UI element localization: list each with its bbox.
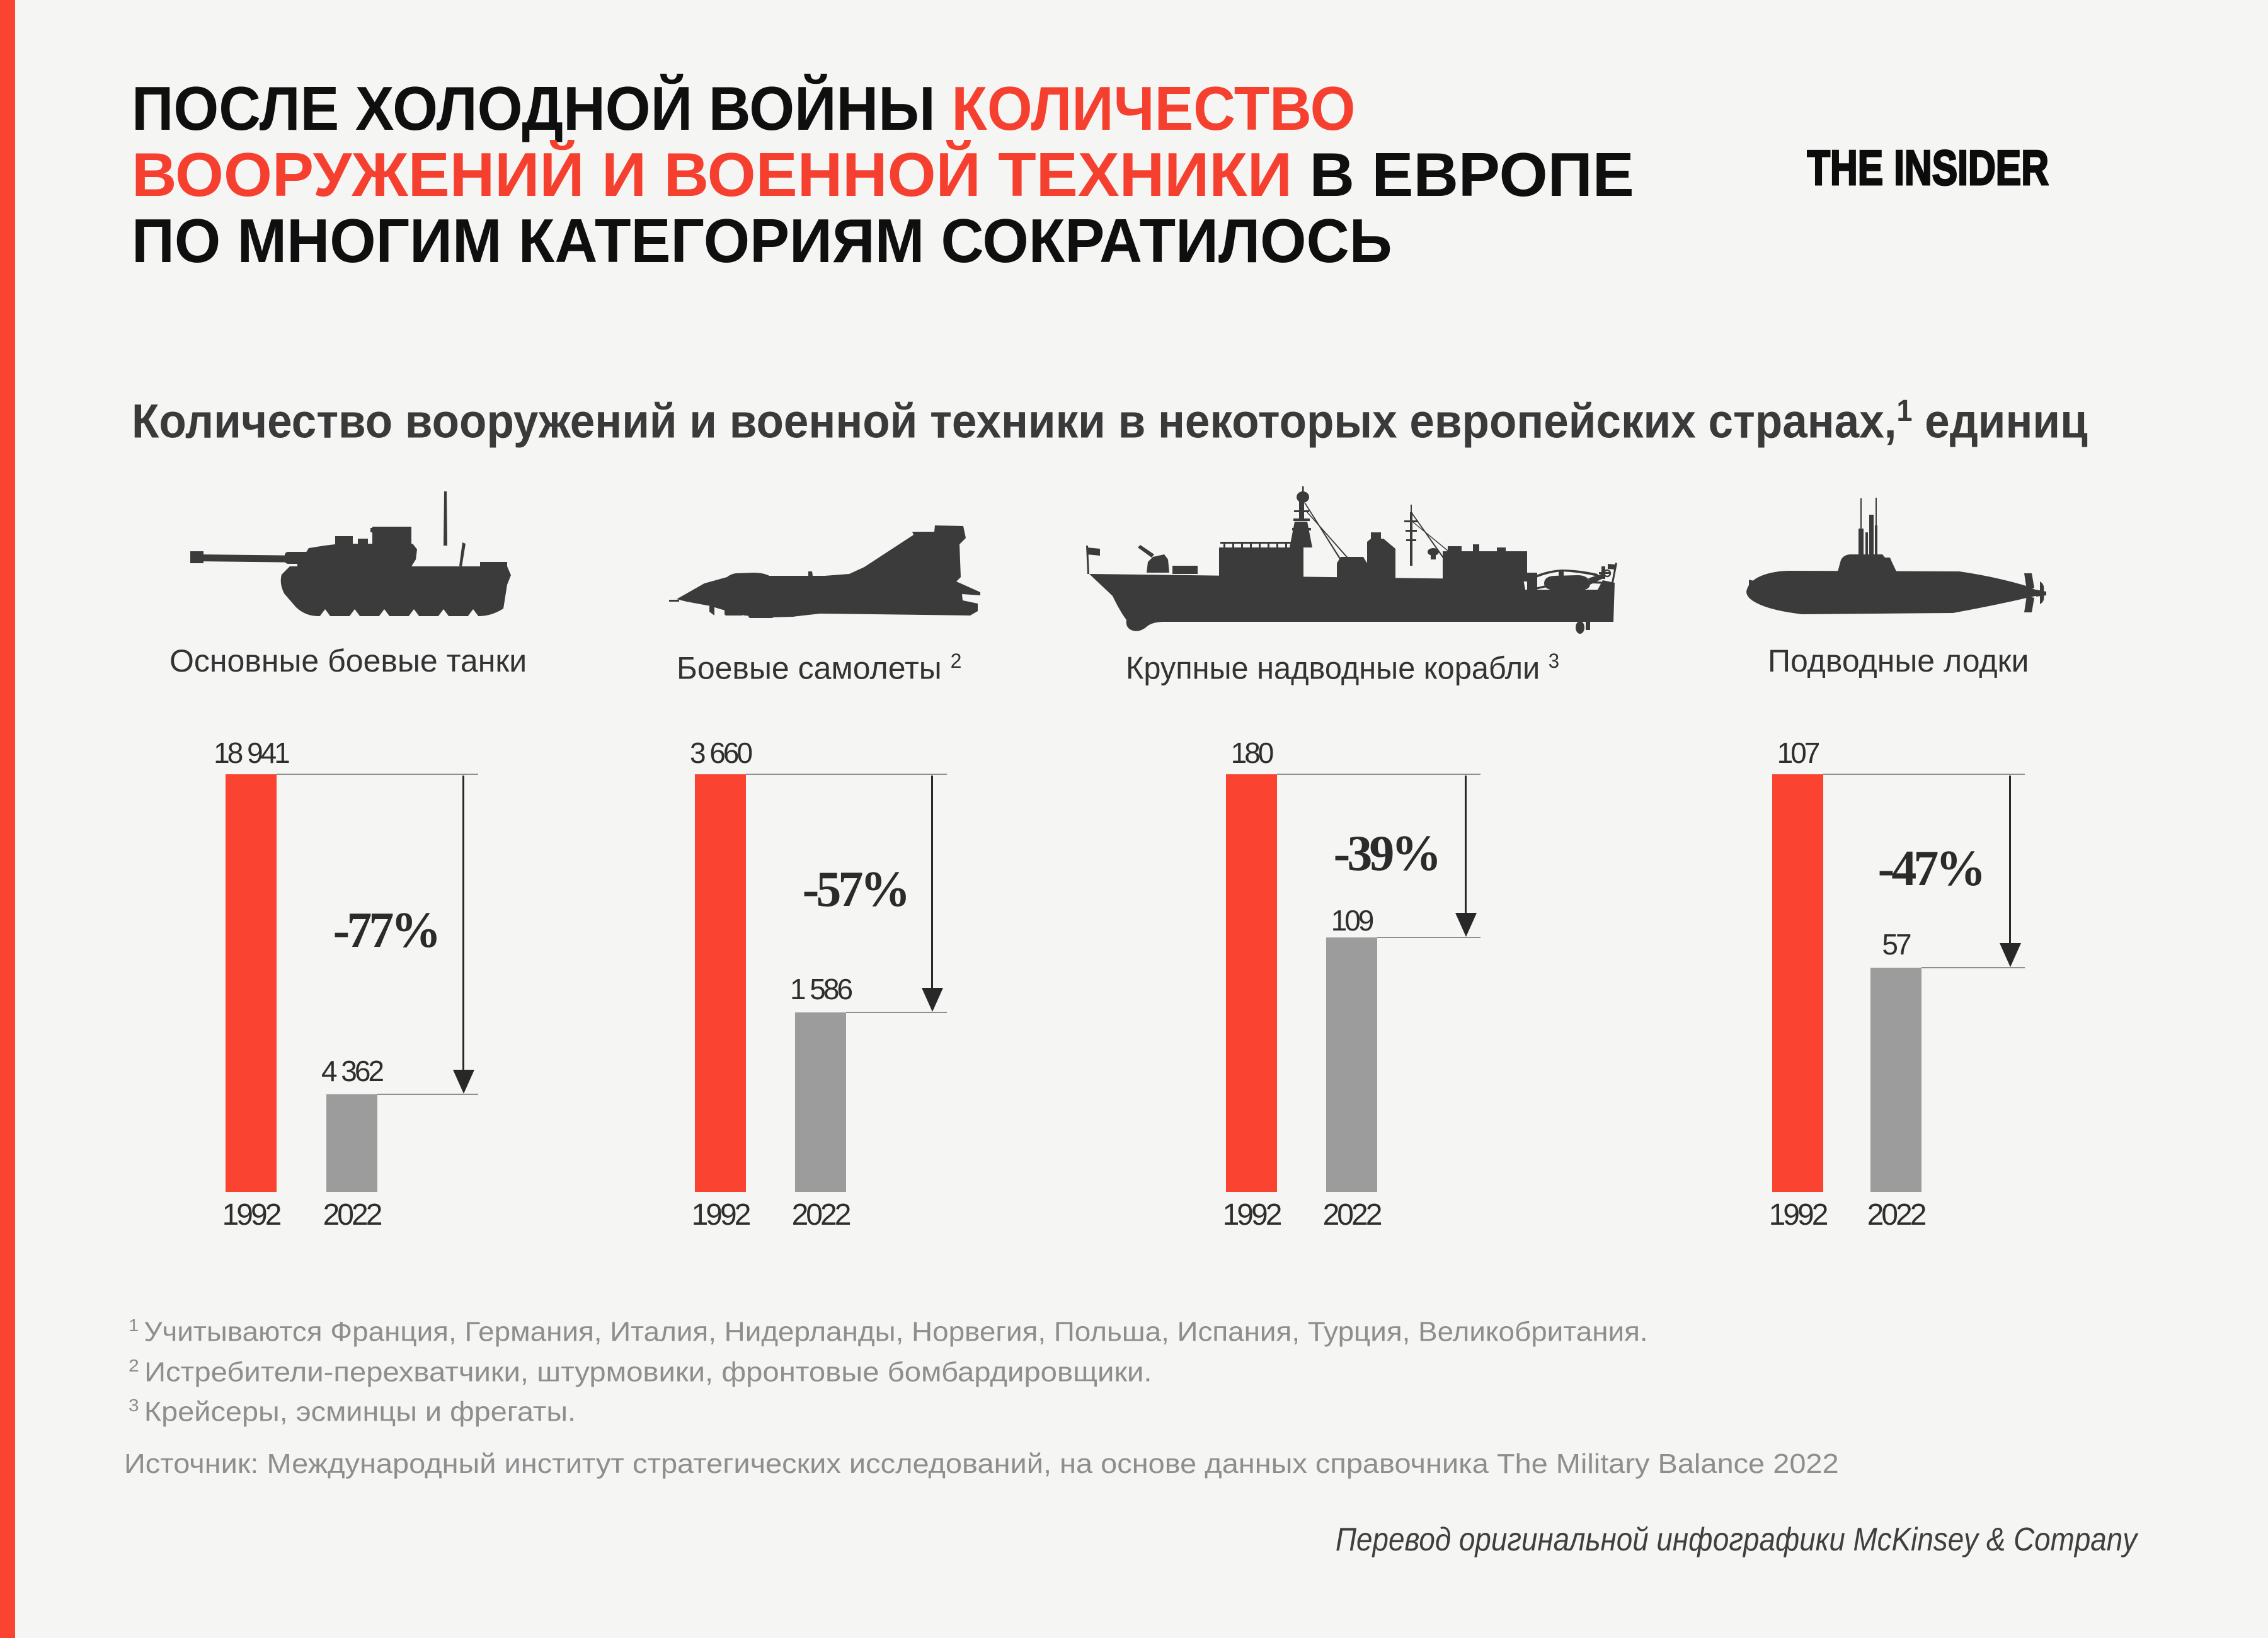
svg-text:THE INSIDER: THE INSIDER (1807, 149, 2049, 193)
